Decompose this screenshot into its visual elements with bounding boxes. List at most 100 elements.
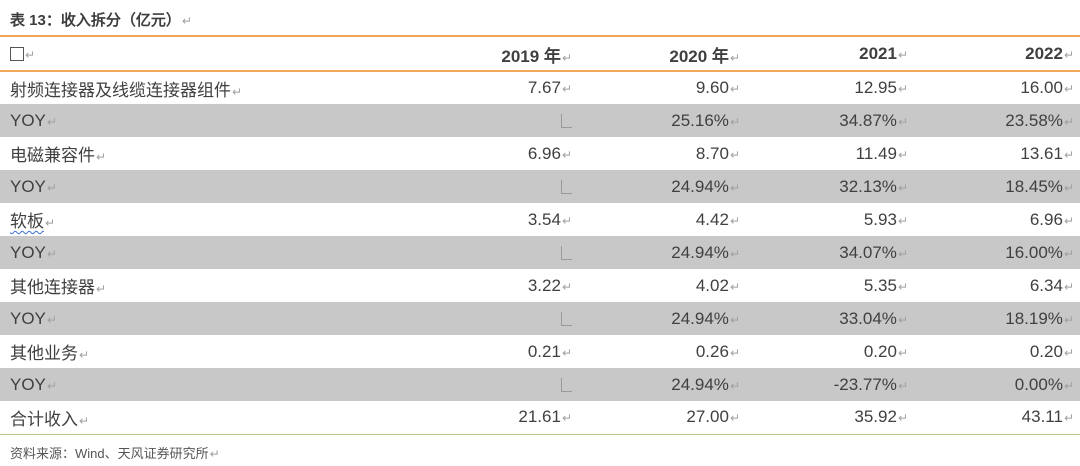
revenue-breakdown-table: ↵ 2019 年↵ 2020 年↵ 2021↵ 2022↵ 射频连接器及线缆连接… — [0, 38, 1080, 435]
value-text: 18.19% — [1005, 308, 1063, 328]
value-cell: 7.67↵ — [410, 71, 578, 104]
value-text: 35.92 — [854, 407, 897, 427]
return-mark-icon: ↵ — [729, 279, 740, 294]
return-mark-icon: ↵ — [1063, 147, 1074, 162]
value-cell: 33.04%↵ — [746, 302, 914, 335]
return-mark-icon: ↵ — [1063, 114, 1074, 129]
row-label-text: 合计收入 — [10, 409, 78, 429]
value-text: 0.20 — [1029, 341, 1063, 361]
value-cell: 27.00↵ — [578, 401, 746, 435]
value-cell: 0.26↵ — [578, 335, 746, 368]
yoy-row: YOY↵ 24.94%↵ 34.07%↵ 16.00%↵ — [0, 236, 1080, 269]
row-label: 其他连接器↵ — [0, 269, 410, 302]
table-title-text: 表 13：收入拆分（亿元） — [10, 12, 181, 29]
value-text: 27.00 — [686, 407, 729, 427]
header-row: ↵ 2019 年↵ 2020 年↵ 2021↵ 2022↵ — [0, 38, 1080, 72]
row-label-text: YOY — [10, 374, 46, 394]
value-cell: 16.00↵ — [914, 71, 1080, 104]
checkbox-icon — [10, 47, 24, 61]
value-cell: 5.93↵ — [746, 203, 914, 236]
value-cell: 9.60↵ — [578, 71, 746, 104]
value-cell: 3.22↵ — [410, 269, 578, 302]
return-mark-icon: ↵ — [561, 213, 572, 228]
value-text: 5.93 — [863, 209, 897, 229]
return-mark-icon: ↵ — [897, 345, 908, 360]
value-cell: 43.11↵ — [914, 401, 1080, 435]
return-mark-icon: ↵ — [897, 312, 908, 327]
return-mark-icon: ↵ — [561, 279, 572, 294]
value-cell: 24.94%↵ — [578, 368, 746, 401]
value-text: 11.49 — [855, 143, 897, 163]
return-mark-icon: ↵ — [46, 246, 57, 261]
value-text: 0.00% — [1014, 374, 1063, 394]
header-year-2019: 2019 年↵ — [410, 38, 578, 72]
value-cell: -23.77%↵ — [746, 368, 914, 401]
value-cell: 6.34↵ — [914, 269, 1080, 302]
empty-cell-marker-icon — [561, 377, 572, 392]
total-row: 合计收入↵ 21.61↵ 27.00↵ 35.92↵ 43.11↵ — [0, 401, 1080, 435]
empty-cell-marker-icon — [561, 113, 572, 128]
return-mark-icon: ↵ — [46, 312, 57, 327]
value-text: 21.61 — [518, 407, 561, 427]
return-mark-icon: ↵ — [79, 413, 90, 428]
value-cell: 0.20↵ — [914, 335, 1080, 368]
return-mark-icon: ↵ — [561, 345, 572, 360]
row-label-text: 软板 — [10, 212, 44, 231]
header-year-2021: 2021↵ — [746, 38, 914, 72]
row-label: 电磁兼容件↵ — [0, 137, 410, 170]
value-cell — [410, 170, 578, 203]
empty-cell-marker-icon — [561, 179, 572, 194]
return-mark-icon: ↵ — [897, 279, 908, 294]
table-row: 其他业务↵ 0.21↵ 0.26↵ 0.20↵ 0.20↵ — [0, 335, 1080, 368]
value-cell: 23.58%↵ — [914, 104, 1080, 137]
table-title-bar: 表 13：收入拆分（亿元）↵ — [0, 0, 1080, 37]
value-text: 0.20 — [863, 341, 897, 361]
value-cell — [410, 104, 578, 137]
return-mark-icon: ↵ — [897, 48, 908, 62]
header-year-2022: 2022↵ — [914, 38, 1080, 72]
value-text: 32.13% — [839, 176, 897, 196]
return-mark-icon: ↵ — [181, 14, 192, 28]
value-text: 33.04% — [839, 308, 897, 328]
return-mark-icon: ↵ — [729, 246, 740, 261]
value-cell — [410, 236, 578, 269]
table-row: 其他连接器↵ 3.22↵ 4.02↵ 5.35↵ 6.34↵ — [0, 269, 1080, 302]
row-label-text: 其他连接器 — [10, 278, 95, 297]
value-cell: 12.95↵ — [746, 71, 914, 104]
value-cell: 18.45%↵ — [914, 170, 1080, 203]
value-text: 5.35 — [863, 275, 897, 295]
value-text: 23.58% — [1005, 110, 1063, 130]
return-mark-icon: ↵ — [729, 50, 740, 65]
value-text: 4.42 — [695, 209, 729, 229]
value-cell: 6.96↵ — [410, 137, 578, 170]
value-cell: 5.35↵ — [746, 269, 914, 302]
value-text: 8.70 — [695, 143, 729, 163]
return-mark-icon: ↵ — [897, 411, 908, 426]
return-mark-icon: ↵ — [561, 147, 572, 162]
return-mark-icon: ↵ — [1063, 246, 1074, 261]
row-label-text: 电磁兼容件 — [10, 146, 95, 165]
return-mark-icon: ↵ — [96, 282, 107, 296]
row-label-text: YOY — [10, 176, 46, 196]
row-label-text: YOY — [10, 242, 46, 262]
row-label: YOY↵ — [0, 104, 410, 137]
table-body: 射频连接器及线缆连接器组件↵ 7.67↵ 9.60↵ 12.95↵ 16.00↵ YOY↵… — [0, 71, 1080, 435]
return-mark-icon: ↵ — [45, 216, 56, 230]
return-mark-icon: ↵ — [729, 213, 740, 228]
yoy-row: YOY↵ 25.16%↵ 34.87%↵ 23.58%↵ — [0, 104, 1080, 137]
value-text: 0.26 — [695, 341, 729, 361]
row-label: 射频连接器及线缆连接器组件↵ — [0, 71, 410, 104]
value-cell: 0.21↵ — [410, 335, 578, 368]
return-mark-icon: ↵ — [729, 147, 740, 162]
row-label: YOY↵ — [0, 302, 410, 335]
value-text: 3.22 — [527, 275, 561, 295]
yoy-row: YOY↵ 24.94%↵ 32.13%↵ 18.45%↵ — [0, 170, 1080, 203]
return-mark-icon: ↵ — [1063, 411, 1074, 426]
return-mark-icon: ↵ — [79, 348, 90, 362]
return-mark-icon: ↵ — [561, 82, 572, 96]
return-mark-icon: ↵ — [1063, 213, 1074, 228]
return-mark-icon: ↵ — [96, 150, 107, 164]
return-mark-icon: ↵ — [729, 114, 740, 129]
value-cell: 4.42↵ — [578, 203, 746, 236]
table-row: 电磁兼容件↵ 6.96↵ 8.70↵ 11.49↵ 13.61↵ — [0, 137, 1080, 170]
